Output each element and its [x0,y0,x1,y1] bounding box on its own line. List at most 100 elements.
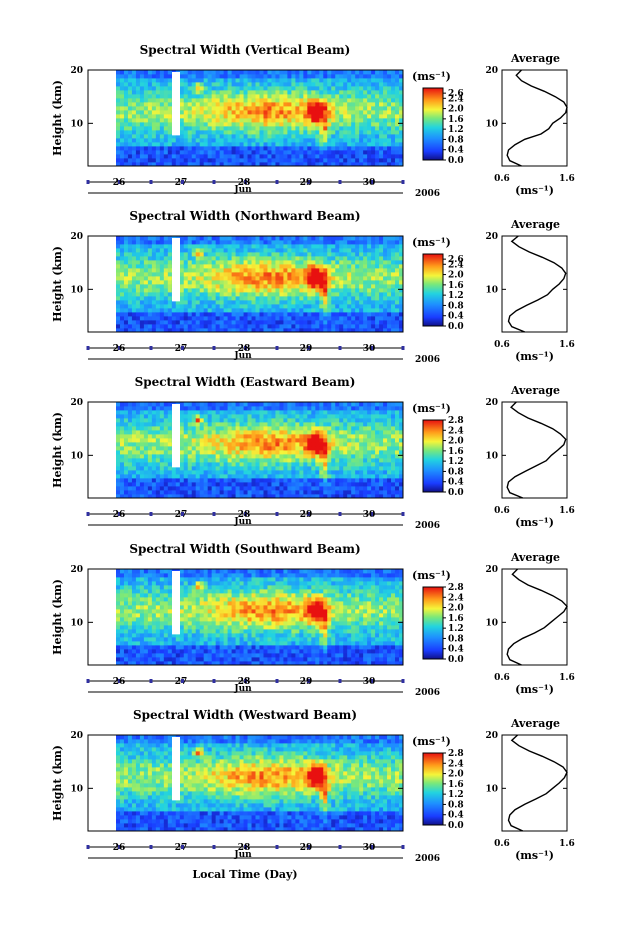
heatmap-cell [207,94,213,99]
heatmap-cell [219,272,225,277]
heatmap-cell [183,70,189,75]
heatmap-cell [191,154,197,159]
heatmap-cell [291,256,296,261]
heatmap-cell [251,268,256,273]
heatmap-cell [223,114,229,119]
heatmap-cell [239,478,244,483]
heatmap-cell [339,316,344,321]
heatmap-cell [319,418,324,423]
heatmap-cell [291,248,296,253]
heatmap-cell [351,316,356,321]
heatmap-cell [151,98,157,103]
heatmap-cell [116,434,121,439]
heatmap-cell [116,466,121,471]
heatmap-cell [235,482,240,487]
heatmap-cell [183,450,189,455]
time-axis-marker [118,346,121,350]
heatmap-cell [183,430,189,435]
heatmap-cell [239,446,244,451]
heatmap-cell [199,248,205,253]
heatmap-cell [387,110,392,115]
heatmap-cell [191,474,197,479]
heatmap-cell [207,410,213,415]
heatmap-cell [279,450,284,455]
heatmap-cell [367,256,372,261]
heatmap-cell [179,106,185,111]
heatmap-cell [243,418,248,423]
heatmap-cell [267,154,272,159]
heatmap-cell [339,324,344,329]
heatmap-cell [239,418,244,423]
heatmap-cell [251,304,256,309]
heatmap-cell [259,146,264,151]
heatmap-cell [335,142,340,147]
heatmap-cell [275,454,280,459]
heatmap-cell [283,154,288,159]
heatmap-cell [339,110,344,115]
heatmap-cell [259,118,264,123]
heatmap-cell [367,308,372,313]
heatmap-cell [311,438,316,443]
heatmap-cell [363,90,368,95]
heatmap-cell [143,490,149,495]
heatmap-cell [116,142,121,147]
heatmap-cell [251,162,256,167]
heatmap-cell [319,406,324,411]
heatmap-cell [355,280,360,285]
heatmap-cell [155,102,161,107]
heatmap-cell [287,74,292,79]
heatmap-cell [135,486,141,491]
heatmap-cell [275,482,280,487]
heatmap-cell [315,102,320,107]
heatmap-cell [399,244,404,249]
heatmap-cell [295,324,300,329]
heatmap-cell [275,268,280,273]
heatmap-cell [195,474,201,479]
heatmap-cell [255,474,260,479]
heatmap-cell [155,110,161,115]
heatmap-cell [127,304,133,309]
heatmap-cell [331,260,336,265]
heatmap-cell [275,106,280,111]
heatmap-cell [263,118,268,123]
heatmap-cell [339,454,344,459]
heatmap-cell [207,158,213,163]
heatmap-cell [323,426,328,431]
heatmap-cell [327,312,332,317]
heatmap-cell [123,126,129,131]
heatmap-cell [335,252,340,257]
heatmap-cell [251,402,256,407]
heatmap-cell [299,268,304,273]
y-tick-label: 20 [70,66,83,76]
heatmap-cell [116,426,121,431]
heatmap-cell [231,90,236,95]
heatmap-cell [167,466,173,471]
heatmap-cell [163,256,169,261]
heatmap-cell [219,442,225,447]
heatmap-cell [295,422,300,427]
heatmap-cell [235,102,240,107]
heatmap-cell [367,284,372,289]
heatmap-cell [335,304,340,309]
heatmap-cell [343,434,348,439]
heatmap-cell [215,126,221,131]
colorbar-unit: (ms⁻¹) [412,70,451,83]
heatmap-cell [131,244,137,249]
heatmap-cell [219,284,225,289]
heatmap-cell [219,280,225,285]
heatmap-cell [123,130,129,135]
heatmap-cell [235,146,240,151]
heatmap-cell [303,162,308,167]
heatmap-cell [255,454,260,459]
heatmap-cell [207,106,213,111]
heatmap-cell [175,490,181,495]
heatmap-cell [339,86,344,91]
heatmap-cell [175,494,181,499]
profile-y-tick-label: 10 [485,119,498,129]
heatmap-cell [287,142,292,147]
heatmap-cell [303,320,308,325]
heatmap-cell [135,110,141,115]
heatmap-cell [355,106,360,111]
heatmap-cell [375,300,380,305]
heatmap-cell [387,300,392,305]
